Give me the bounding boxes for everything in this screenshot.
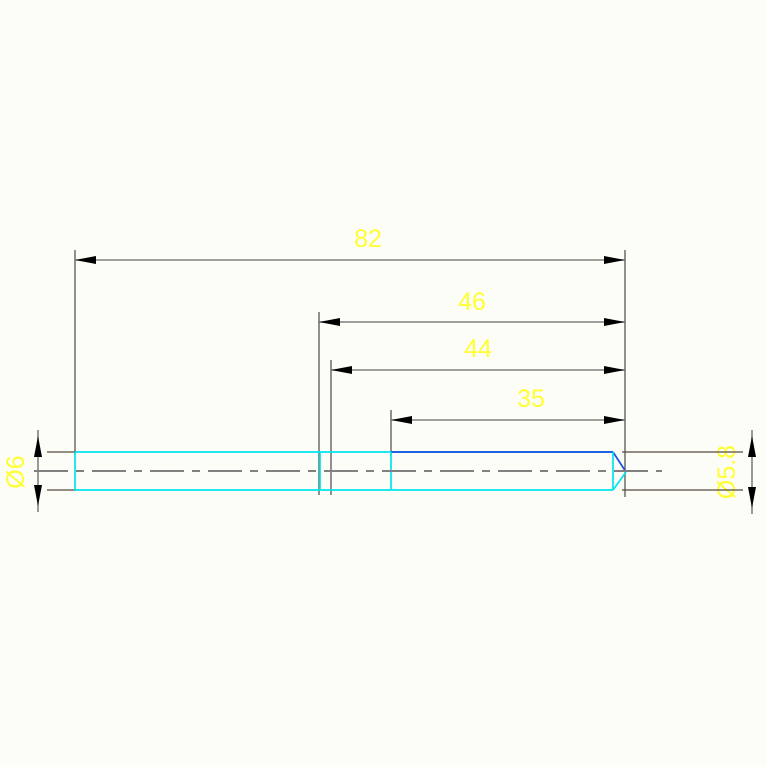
- dimension-label-44: 44: [464, 335, 492, 363]
- part-chamfer-top: [612, 451, 627, 473]
- extension-lines: [74, 250, 626, 497]
- dimension-label-35: 35: [517, 385, 545, 413]
- dimension-lines: [75, 256, 625, 424]
- arrowhead-diameter-right-top: [748, 436, 756, 457]
- arrowhead-diameter-left-bottom: [34, 485, 42, 506]
- dimension-label-46: 46: [458, 288, 486, 316]
- arrowhead-diameter-left-top: [34, 436, 42, 457]
- arrowhead-44-left: [331, 366, 352, 374]
- arrowhead-82-left: [75, 256, 96, 264]
- arrowhead-diameter-right-bottom: [748, 487, 756, 508]
- dimension-labels: 82 46 44 35: [354, 225, 545, 413]
- arrowhead-35-right: [604, 416, 625, 424]
- arrowhead-44-right: [604, 366, 625, 374]
- part-chamfer-bottom: [612, 471, 627, 491]
- arrowhead-46-left: [319, 318, 340, 326]
- arrowhead-82-right: [604, 256, 625, 264]
- arrowhead-46-right: [604, 318, 625, 326]
- diameter-label-left: Ø6: [2, 455, 30, 488]
- dimension-label-82: 82: [354, 225, 382, 253]
- diameter-label-right: Ø5.8: [713, 445, 741, 499]
- arrowhead-35-left: [391, 416, 412, 424]
- reference-lines: [47, 451, 743, 491]
